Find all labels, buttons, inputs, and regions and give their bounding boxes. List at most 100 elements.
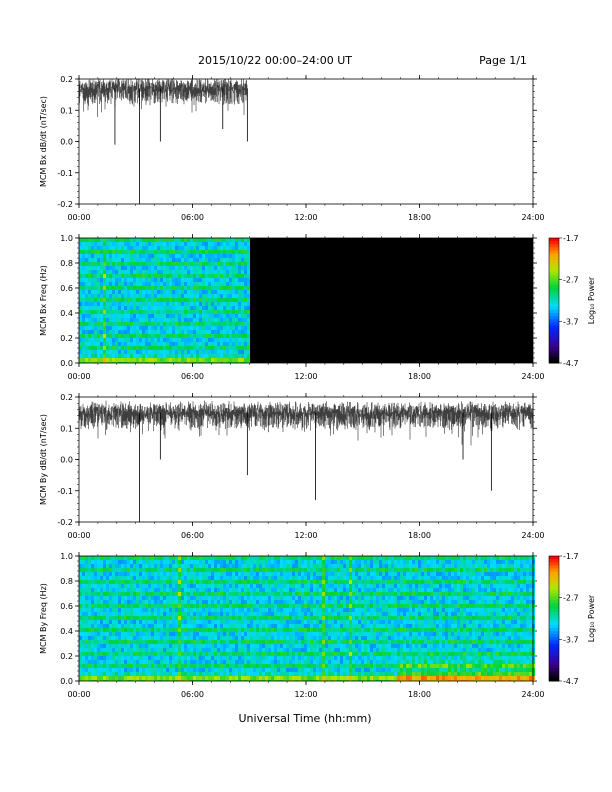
heat-cell [286,648,289,652]
heat-cell [139,278,142,282]
heat-cell [160,250,163,254]
heat-cell [301,576,304,580]
heat-cell [196,680,199,681]
heat-cell [214,620,217,624]
heat-cell [103,592,106,596]
heat-cell [106,326,109,330]
heat-cell [178,326,181,330]
heat-cell [130,322,133,326]
heat-cell [247,258,250,262]
heat-cell [178,362,181,363]
heat-cell [127,278,130,282]
heat-cell [169,596,172,600]
heat-cell [178,560,181,564]
heat-cell [85,246,88,250]
heat-cell [196,318,199,322]
heat-cell [166,338,169,342]
heat-cell [229,282,232,286]
heat-cell [160,318,163,322]
heat-cell [235,612,238,616]
heat-cell [106,342,109,346]
heat-cell [220,274,223,278]
heat-cell [121,262,124,266]
heat-cell [85,342,88,346]
heat-cell [94,286,97,290]
heat-cell [241,572,244,576]
heat-cell [232,660,235,664]
heat-cell [271,596,274,600]
heat-cell [226,628,229,632]
heat-cell [274,664,277,668]
heat-cell [253,596,256,600]
heat-cell [106,278,109,282]
heat-cell [127,302,130,306]
heat-cell [145,354,148,358]
heat-cell [250,620,253,624]
heat-cell [235,238,238,242]
y-tick-label: 0.2 [60,75,73,84]
heat-cell [169,342,172,346]
heat-cell [106,282,109,286]
heat-cell [130,556,133,560]
heat-cell [118,672,121,676]
heat-cell [220,568,223,572]
heat-cell [304,596,307,600]
heat-cell [277,680,280,681]
heat-cell [91,322,94,326]
heat-cell [97,644,100,648]
heat-cell [313,644,316,648]
heat-cell [181,302,184,306]
heat-cell [211,286,214,290]
heat-cell [175,624,178,628]
heat-cell [157,250,160,254]
heat-cell [94,298,97,302]
heat-cell [145,644,148,648]
heat-cell [214,258,217,262]
heat-cell [184,680,187,681]
heat-cell [127,266,130,270]
heat-cell [169,306,172,310]
heat-cell [208,624,211,628]
heat-cell [316,564,319,568]
heat-cell [169,656,172,660]
heat-cell [142,322,145,326]
heat-cell [238,242,241,246]
heat-cell [166,310,169,314]
heat-cell [271,660,274,664]
heat-cell [100,282,103,286]
heat-cell [151,672,154,676]
heat-cell [202,258,205,262]
heat-cell [154,612,157,616]
heat-cell [82,350,85,354]
heat-cell [220,680,223,681]
heat-cell [220,314,223,318]
heat-cell [244,592,247,596]
heat-cell [166,258,169,262]
heat-cell [154,564,157,568]
heat-cell [199,608,202,612]
heat-cell [133,290,136,294]
heat-cell [262,596,265,600]
heat-cell [199,326,202,330]
heat-cell [79,680,82,681]
heat-cell [241,350,244,354]
heat-cell [226,664,229,668]
heat-cell [145,250,148,254]
heat-cell [232,306,235,310]
heat-cell [223,584,226,588]
heat-cell [232,334,235,338]
heat-cell [202,318,205,322]
heat-cell [196,600,199,604]
heat-cell [154,608,157,612]
heat-cell [220,660,223,664]
heat-cell [202,358,205,362]
heat-cell [148,314,151,318]
heat-cell [106,254,109,258]
heat-cell [157,282,160,286]
heat-cell [169,608,172,612]
heat-cell [250,580,253,584]
heat-cell [214,588,217,592]
heat-cell [181,612,184,616]
heat-cell [160,354,163,358]
